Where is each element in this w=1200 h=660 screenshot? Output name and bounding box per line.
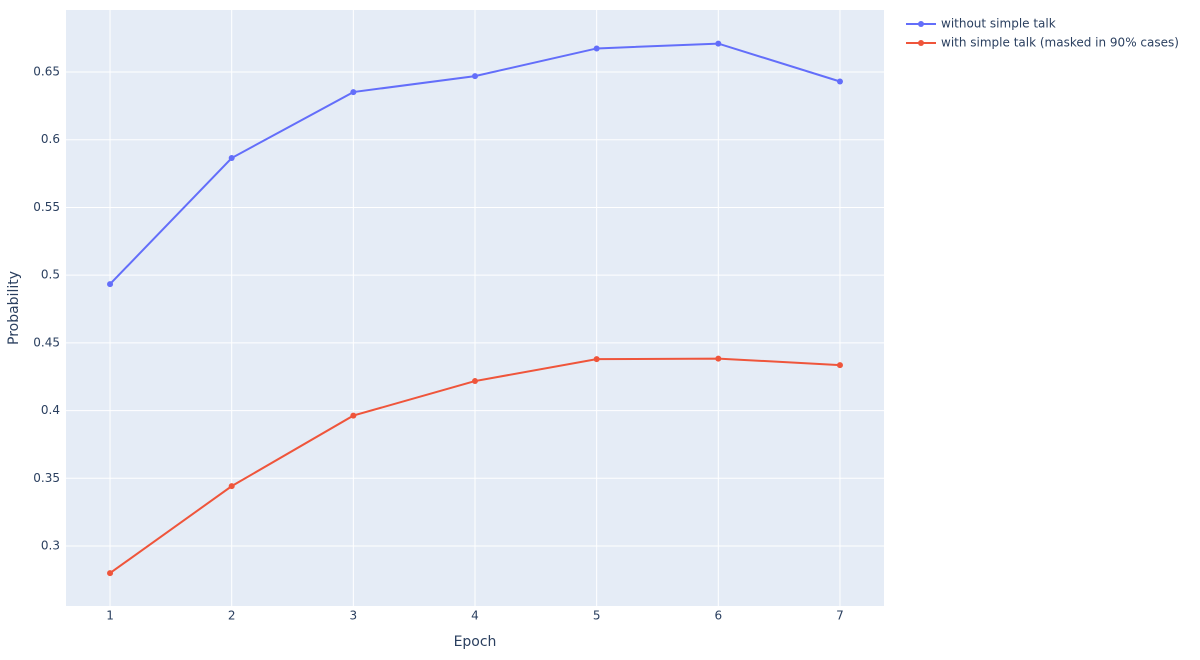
data-point [228, 155, 235, 162]
data-point [715, 40, 722, 47]
y-tick-label: 0.65 [33, 65, 60, 79]
data-point [836, 78, 843, 85]
y-tick-label: 0.5 [41, 268, 60, 282]
x-tick-label: 5 [593, 609, 601, 623]
legend-marker [918, 21, 924, 27]
y-tick-label: 0.3 [41, 539, 60, 553]
x-tick-label: 2 [228, 609, 236, 623]
data-point [107, 281, 114, 288]
x-tick-label: 4 [471, 609, 479, 623]
y-tick-label: 0.35 [33, 471, 60, 485]
data-point [836, 362, 843, 369]
data-point [472, 378, 478, 385]
y-tick-label: 0.45 [33, 335, 60, 349]
data-point [107, 570, 114, 577]
x-tick-label: 7 [836, 609, 844, 623]
data-point [228, 483, 235, 490]
y-tick-label: 0.6 [41, 132, 60, 146]
data-point [472, 73, 478, 80]
data-point [593, 356, 600, 363]
y-axis-label: Probability [6, 271, 22, 345]
y-tick-label: 0.55 [33, 200, 60, 214]
x-axis-label: Epoch [454, 634, 497, 650]
y-tick-label: 0.4 [41, 403, 60, 417]
legend-item: with simple talk (masked in 90% cases) [906, 36, 1179, 50]
data-point [593, 45, 600, 52]
x-tick-label: 1 [106, 609, 114, 623]
x-tick-label: 6 [714, 609, 722, 623]
legend-label: without simple talk [941, 17, 1056, 31]
data-point [350, 412, 357, 419]
legend-marker [918, 40, 924, 46]
x-tick-label: 3 [350, 609, 358, 623]
legend-label: with simple talk (masked in 90% cases) [941, 36, 1179, 50]
data-point [715, 355, 722, 362]
legend-item: without simple talk [906, 17, 1056, 31]
data-point [350, 89, 357, 96]
